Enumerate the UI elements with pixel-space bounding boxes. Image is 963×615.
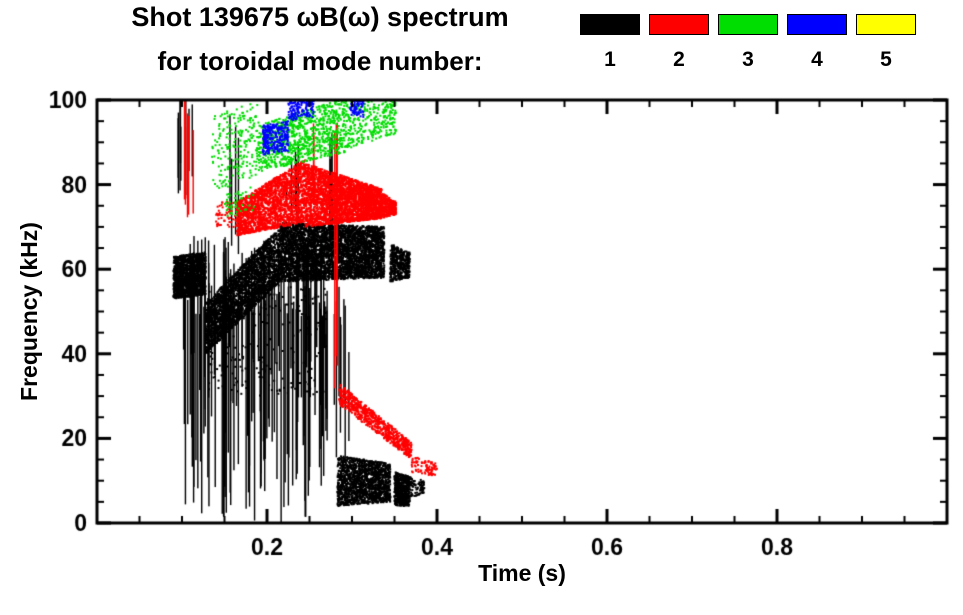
legend-item-5: 5 bbox=[856, 14, 916, 72]
legend-label-4: 4 bbox=[811, 48, 823, 71]
legend-swatch-2 bbox=[649, 14, 709, 35]
legend-swatch-4 bbox=[787, 14, 847, 35]
legend-item-3: 3 bbox=[718, 14, 778, 72]
legend-swatch-5 bbox=[856, 14, 916, 35]
chart-title: Shot 139675 ωB(ω) spectrum bbox=[131, 2, 509, 32]
legend-swatch-3 bbox=[718, 14, 778, 35]
legend-label-1: 1 bbox=[604, 48, 616, 71]
chart-subtitle: for toroidal mode number: bbox=[157, 46, 483, 76]
legend: 1 2 3 4 5 bbox=[580, 14, 940, 72]
legend-label-5: 5 bbox=[880, 48, 892, 71]
legend-item-1: 1 bbox=[580, 14, 640, 72]
legend-label-2: 2 bbox=[673, 48, 685, 71]
legend-item-4: 4 bbox=[787, 14, 847, 72]
legend-swatch-1 bbox=[580, 14, 640, 35]
x-axis-label: Time (s) bbox=[478, 560, 566, 586]
legend-label-3: 3 bbox=[742, 48, 754, 71]
legend-item-2: 2 bbox=[649, 14, 709, 72]
y-axis-label: Frequency (kHz) bbox=[16, 222, 42, 401]
